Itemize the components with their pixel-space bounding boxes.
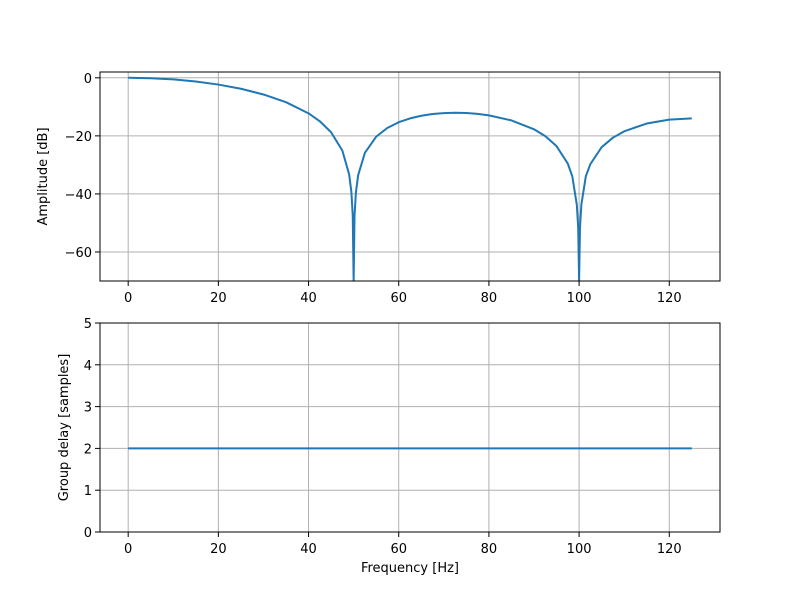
- y-tick-label: 0: [84, 526, 92, 541]
- plot-area: [128, 76, 692, 281]
- data-line: [128, 76, 692, 281]
- y-tick-label: 1: [84, 484, 92, 499]
- axes-frame: [99, 71, 721, 282]
- y-tick-label: −60: [65, 246, 92, 261]
- x-tick-label: 80: [481, 542, 498, 557]
- y-axis-label: Group delay [samples]: [57, 354, 72, 502]
- y-tick-label: −40: [65, 188, 92, 203]
- y-tick-label: 0: [84, 72, 92, 87]
- x-tick-label: 120: [657, 542, 682, 557]
- y-axis-label: Amplitude [dB]: [36, 127, 51, 225]
- y-tick-label: 2: [84, 442, 92, 457]
- x-tick-label: 20: [210, 542, 227, 557]
- x-tick-label: 80: [481, 291, 498, 306]
- y-tick-label: −20: [65, 130, 92, 145]
- x-tick-label: 0: [124, 291, 132, 306]
- x-tick-label: 40: [300, 542, 317, 557]
- axes-frame: [99, 322, 721, 533]
- x-tick-label: 60: [390, 542, 407, 557]
- x-tick-label: 100: [567, 542, 592, 557]
- x-axis-label: Frequency [Hz]: [361, 561, 459, 576]
- x-tick-label: 20: [210, 291, 227, 306]
- y-tick-label: 5: [84, 317, 92, 332]
- y-tick-label: 4: [84, 359, 92, 374]
- x-tick-label: 0: [124, 542, 132, 557]
- x-tick-label: 40: [300, 291, 317, 306]
- x-tick-label: 100: [567, 291, 592, 306]
- y-tick-label: 3: [84, 401, 92, 416]
- x-tick-label: 120: [657, 291, 682, 306]
- x-tick-label: 60: [390, 291, 407, 306]
